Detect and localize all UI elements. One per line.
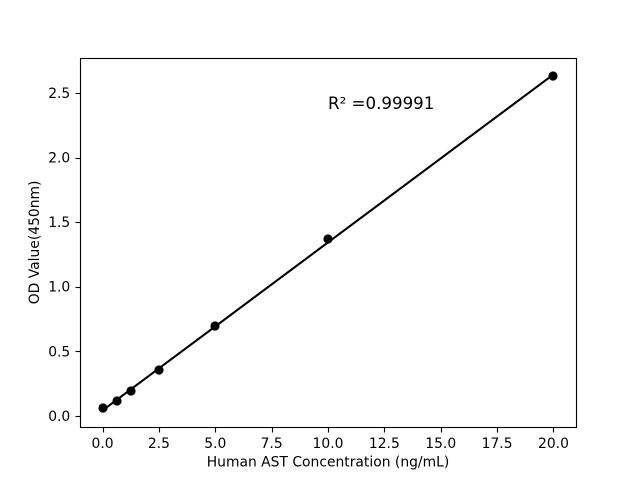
x-tick-label: 10.0 [313, 436, 344, 452]
x-tick-label: 20.0 [538, 436, 569, 452]
axis-ticks [75, 92, 555, 433]
data-point [210, 321, 220, 331]
x-tick-label: 15.0 [425, 436, 456, 452]
x-tick-label: 2.5 [148, 436, 170, 452]
x-tick-label: 7.5 [261, 436, 283, 452]
y-tick-label: 2.0 [48, 151, 70, 167]
axis-tick-labels: 0.0 2.5 5.0 7.5 10.0 12.5 15.0 17.5 20.0 0.0 0.5 1.… [48, 86, 569, 452]
data-point [323, 234, 333, 244]
x-tick-label: 0.0 [92, 436, 114, 452]
data-point [154, 365, 164, 375]
r-squared-annotation: R² =0.99991 [328, 94, 434, 113]
y-tick-label: 0.5 [48, 344, 70, 360]
x-tick-label: 17.5 [482, 436, 513, 452]
y-tick-label: 1.0 [48, 280, 70, 296]
data-point [548, 71, 558, 81]
data-point [112, 396, 122, 406]
axes-spines [79, 57, 578, 429]
x-axis-label: Human AST Concentration (ng/mL) [207, 455, 450, 471]
plot-elements [98, 71, 558, 413]
data-point [126, 386, 136, 396]
y-tick-label: 1.5 [48, 215, 70, 231]
y-tick-label: 2.5 [48, 86, 70, 102]
y-tick-label: 0.0 [48, 409, 70, 425]
y-axis-label: OD Value(450nm) [27, 181, 43, 305]
x-tick-label: 12.5 [369, 436, 400, 452]
x-tick-label: 5.0 [204, 436, 226, 452]
data-point [98, 403, 108, 413]
